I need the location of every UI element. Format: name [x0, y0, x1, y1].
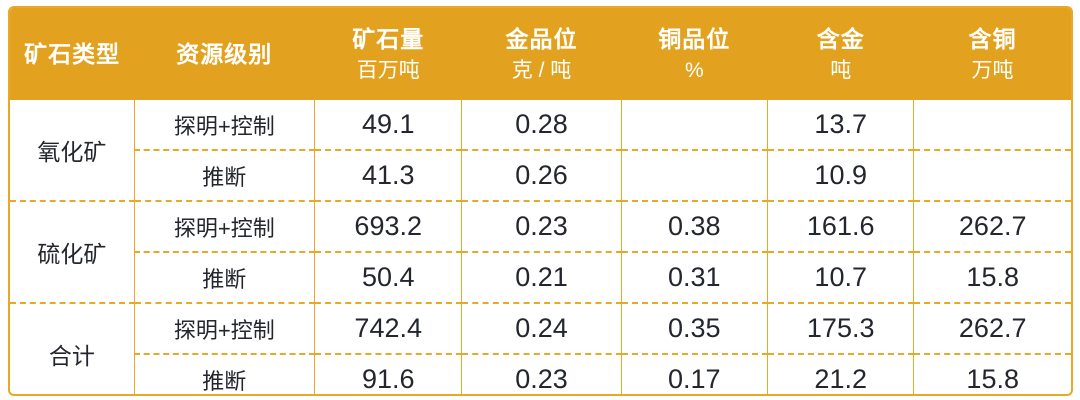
resource-level-cell: 探明+控制 — [133, 100, 315, 150]
value-cell-gold-grade: 0.23 — [461, 353, 622, 394]
value-cell-gold-contained: 10.7 — [766, 251, 914, 303]
header-label-stack: 含金吨 — [768, 25, 914, 82]
table-header: 矿石类型 资源级别 矿石量 百万吨 金品位克 / 吨铜品位% 含金吨含铜 万吨 — [10, 8, 1071, 100]
table-row: 氧化矿 探明+控制 49.1 0.28 13.7 — [10, 100, 1071, 165]
value-cell-gold-grade: 0.28 — [461, 100, 622, 150]
header-label-stack: 铜品位% — [621, 25, 767, 82]
value-cell-copper-contained: 262.7 — [913, 302, 1071, 354]
value-cell-copper-grade: 0.38 — [620, 200, 768, 252]
header-title: 铜品位 — [658, 25, 731, 52]
header-label-stack: 含铜 万吨 — [914, 25, 1071, 82]
resource-level-cell: 推断 — [133, 251, 315, 303]
column-header-ore-amount: 矿石量 百万吨 — [314, 8, 462, 100]
resource-level-cell: 探明+控制 — [133, 302, 315, 354]
value-cell-gold-grade: 0.23 — [461, 200, 622, 252]
table-row: 推断 41.3 0.26 10.9 — [10, 149, 1071, 201]
header-unit: % — [684, 58, 704, 82]
value-cell-copper-contained: 15.8 — [913, 251, 1071, 303]
header-title: 含金 — [816, 25, 865, 52]
header-title: 金品位 — [505, 25, 578, 52]
table-row: 合计 探明+控制 742.4 0.24 0.35 175.3 262.7 — [10, 302, 1071, 394]
value-cell-ore-amount: 41.3 — [313, 149, 462, 201]
resource-table-container: 矿石类型 资源级别 矿石量 百万吨 金品位克 / 吨铜品位% 含金吨含铜 万吨 氧化矿 探明+… — [8, 6, 1073, 396]
header-label-stack: 资源级别 — [134, 40, 314, 67]
header-title: 资源级别 — [176, 40, 273, 67]
mineral-resource-table: 矿石类型 资源级别 矿石量 百万吨 金品位克 / 吨铜品位% 含金吨含铜 万吨 氧化矿 探明+… — [10, 8, 1071, 394]
header-title: 矿石类型 — [24, 40, 121, 67]
value-cell-ore-amount: 742.4 — [313, 302, 462, 354]
column-header-resource-level: 资源级别 — [134, 8, 315, 100]
column-header-ore-type: 矿石类型 — [10, 8, 135, 100]
ore-type-cell: 硫化矿 — [10, 200, 135, 303]
value-cell-ore-amount: 49.1 — [313, 100, 462, 150]
value-cell-gold-contained: 161.6 — [766, 200, 914, 252]
value-cell-copper-contained: 15.8 — [913, 353, 1071, 394]
resource-level-cell: 探明+控制 — [133, 200, 315, 252]
header-unit: 百万吨 — [356, 58, 420, 82]
value-cell-copper-grade: 0.17 — [620, 353, 768, 394]
value-cell-gold-contained: 21.2 — [766, 353, 914, 394]
table-row: 推断 50.4 0.21 0.31 10.7 15.8 — [10, 251, 1071, 303]
table-row: 硫化矿 探明+控制 693.2 0.23 0.38 161.6 262.7 — [10, 200, 1071, 303]
column-header-copper-contained: 含铜 万吨 — [913, 8, 1071, 100]
value-cell-gold-grade: 0.21 — [461, 251, 622, 303]
value-cell-copper-grade: 0.35 — [620, 302, 768, 354]
value-cell-gold-contained: 10.9 — [766, 149, 914, 201]
header-title: 含铜 — [968, 25, 1017, 52]
header-unit: 万吨 — [971, 58, 1014, 82]
header-label-stack: 矿石类型 — [10, 40, 134, 67]
value-cell-gold-grade: 0.24 — [461, 302, 622, 354]
header-unit: 克 / 吨 — [511, 58, 572, 82]
value-cell-copper-contained: 262.7 — [913, 200, 1071, 252]
value-cell-copper-contained — [913, 100, 1071, 150]
column-header-gold-contained: 含金吨 — [767, 8, 914, 100]
column-header-gold-grade: 金品位克 / 吨 — [461, 8, 622, 100]
header-title: 矿石量 — [352, 25, 425, 52]
resource-level-cell: 推断 — [133, 149, 315, 201]
header-label-stack: 金品位克 / 吨 — [462, 25, 621, 82]
value-cell-gold-contained: 13.7 — [766, 100, 914, 150]
value-cell-ore-amount: 693.2 — [313, 200, 462, 252]
value-cell-copper-grade — [620, 149, 768, 201]
ore-type-cell: 氧化矿 — [37, 139, 107, 165]
value-cell-copper-grade: 0.31 — [620, 251, 768, 303]
table-row: 推断 91.6 0.23 0.17 21.2 15.8 — [10, 353, 1071, 394]
value-cell-ore-amount: 91.6 — [313, 353, 462, 394]
value-cell-gold-contained: 175.3 — [766, 302, 914, 354]
value-cell-ore-amount: 50.4 — [313, 251, 462, 303]
header-unit: 吨 — [830, 58, 852, 82]
value-cell-copper-grade — [620, 100, 768, 150]
value-cell-copper-contained — [913, 149, 1071, 201]
header-label-stack: 矿石量 百万吨 — [314, 25, 461, 82]
value-cell-gold-grade: 0.26 — [461, 149, 622, 201]
table-body: 氧化矿 探明+控制 49.1 0.28 13.7 推断 41.3 0.26 10.9 硫化矿 探明+… — [10, 100, 1071, 394]
resource-level-cell: 推断 — [133, 353, 315, 394]
header-row: 矿石类型 资源级别 矿石量 百万吨 金品位克 / 吨铜品位% 含金吨含铜 万吨 — [10, 8, 1071, 100]
column-header-copper-grade: 铜品位% — [621, 8, 768, 100]
ore-type-cell: 合计 — [10, 302, 135, 394]
